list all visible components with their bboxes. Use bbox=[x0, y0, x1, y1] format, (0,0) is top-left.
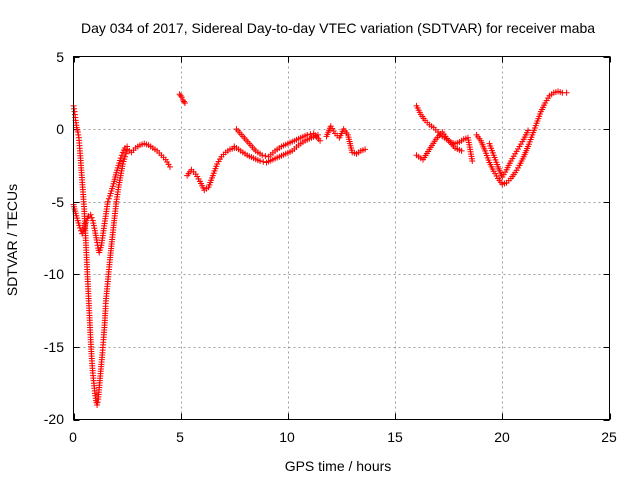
y-tick-label-neg15: -15 bbox=[44, 339, 64, 355]
data-point bbox=[259, 152, 266, 159]
data-point bbox=[362, 146, 369, 153]
series-spike-near-5h bbox=[176, 91, 188, 106]
axis-ticks bbox=[73, 56, 611, 421]
data-points bbox=[70, 88, 570, 408]
x-tick-label-0: 0 bbox=[69, 429, 77, 445]
x-tick-label-25: 25 bbox=[601, 429, 617, 445]
y-tick-label-neg5: -5 bbox=[52, 194, 65, 210]
data-point bbox=[89, 217, 96, 224]
data-point bbox=[123, 150, 130, 157]
y-tick-label-5: 5 bbox=[56, 49, 64, 65]
data-point bbox=[76, 224, 83, 231]
data-point bbox=[177, 92, 184, 99]
data-point bbox=[74, 129, 81, 136]
data-point bbox=[262, 152, 269, 159]
data-point bbox=[180, 98, 187, 105]
data-point bbox=[563, 89, 570, 96]
data-point bbox=[117, 155, 124, 162]
chart-title: Day 034 of 2017, Sidereal Day-to-day VTE… bbox=[81, 20, 595, 36]
data-point bbox=[181, 99, 188, 106]
y-tick-label-0: 0 bbox=[56, 121, 64, 137]
data-point bbox=[469, 158, 476, 165]
grid-lines bbox=[73, 56, 610, 420]
data-point bbox=[260, 158, 267, 165]
data-point bbox=[118, 152, 125, 159]
series-around-12-13h bbox=[323, 123, 369, 157]
data-point bbox=[307, 131, 314, 138]
y-tick-label-neg20: -20 bbox=[44, 411, 64, 427]
series-early-lower-branch bbox=[70, 143, 131, 256]
series-midday-band-a bbox=[231, 131, 321, 166]
data-point bbox=[304, 131, 311, 138]
y-tick-label-neg10: -10 bbox=[44, 266, 64, 282]
series-recovery-ramp bbox=[102, 147, 131, 307]
x-axis: 0 5 10 15 20 25 bbox=[69, 429, 617, 445]
data-point bbox=[71, 105, 78, 112]
series-evening-lower bbox=[413, 129, 465, 163]
data-point bbox=[90, 222, 97, 229]
data-point bbox=[94, 399, 101, 406]
data-point bbox=[75, 131, 82, 138]
x-axis-label: GPS time / hours bbox=[285, 458, 392, 474]
data-point bbox=[104, 198, 111, 205]
data-point bbox=[178, 94, 185, 101]
series-late-dip-branch-b bbox=[486, 127, 532, 181]
data-point bbox=[90, 220, 97, 227]
data-point bbox=[105, 195, 112, 202]
data-point bbox=[94, 401, 101, 408]
x-tick-label-15: 15 bbox=[387, 429, 403, 445]
series-morning-plateau bbox=[124, 140, 173, 170]
x-tick-label-5: 5 bbox=[176, 429, 184, 445]
data-point bbox=[166, 163, 173, 170]
x-tick-label-20: 20 bbox=[494, 429, 510, 445]
data-point bbox=[525, 127, 532, 134]
series-midday-band-b bbox=[233, 126, 324, 160]
data-point bbox=[88, 214, 95, 221]
data-point bbox=[121, 153, 128, 160]
data-point bbox=[458, 147, 465, 154]
data-point bbox=[87, 211, 94, 218]
series-early-upper-branch bbox=[70, 102, 109, 408]
series-dip-5-to-7h bbox=[184, 144, 238, 194]
x-tick-label-10: 10 bbox=[279, 429, 295, 445]
y-axis: -20 -15 -10 -5 0 5 bbox=[44, 49, 64, 427]
data-point bbox=[317, 137, 324, 144]
data-point bbox=[91, 225, 98, 232]
y-axis-label: SDTVAR / TECUs bbox=[4, 184, 20, 296]
plot-frame bbox=[73, 56, 610, 420]
data-point bbox=[257, 158, 264, 165]
series-late-dip-branch-a bbox=[473, 88, 570, 188]
